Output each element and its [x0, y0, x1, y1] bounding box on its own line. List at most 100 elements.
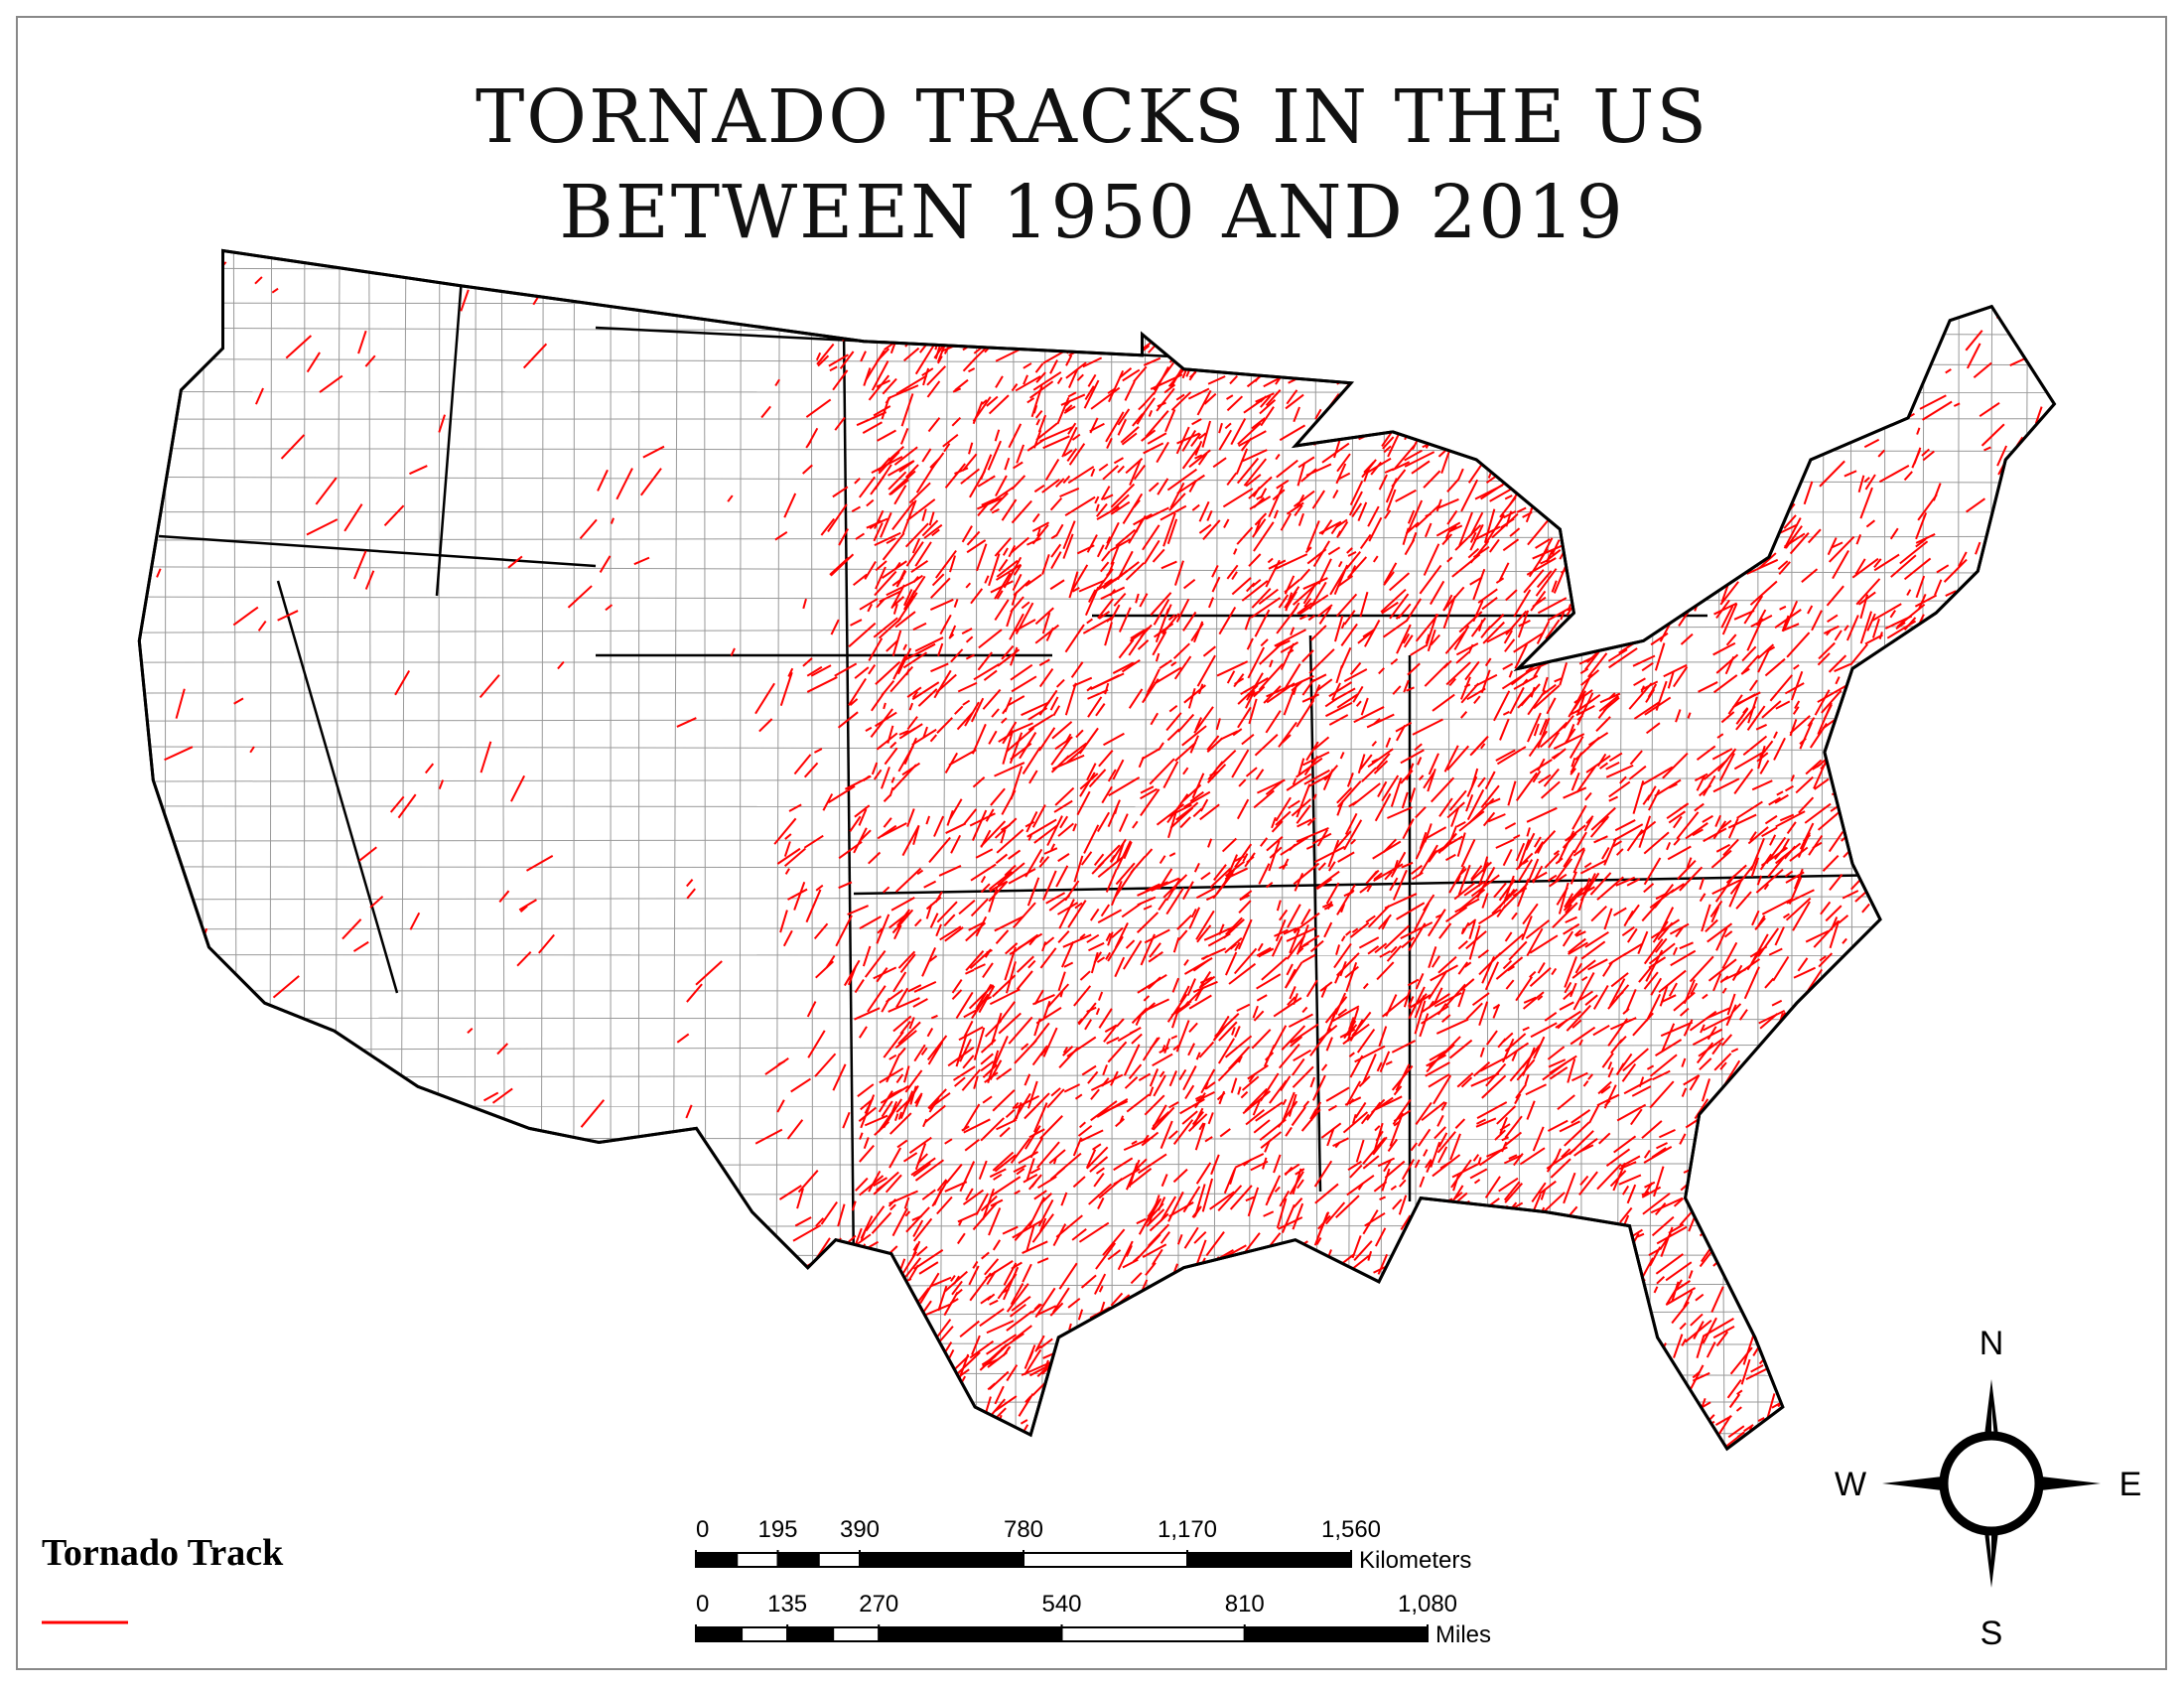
tornado-track — [1996, 1037, 2019, 1056]
tornado-track — [1584, 791, 1592, 801]
tornado-track — [1668, 810, 1687, 824]
tornado-track — [2023, 1028, 2029, 1040]
tornado-track — [905, 1206, 930, 1233]
tornado-track — [881, 679, 895, 697]
tornado-track — [1586, 650, 1599, 663]
tornado-track — [916, 1406, 926, 1424]
tornado-track — [1473, 1060, 1491, 1077]
tornado-track — [850, 1364, 878, 1383]
tornado-track — [1700, 327, 1710, 339]
tornado-track — [1579, 1144, 1594, 1153]
tornado-track — [1413, 1288, 1421, 1300]
tornado-track — [1542, 676, 1549, 692]
tornado-track — [1359, 591, 1369, 618]
tornado-track — [1387, 806, 1413, 819]
tornado-track — [1454, 524, 1482, 551]
tornado-track — [1260, 1283, 1289, 1307]
tornado-track — [1255, 330, 1263, 342]
tornado-track — [1988, 633, 1995, 641]
tornado-track — [936, 717, 953, 734]
tornado-track — [1764, 814, 1778, 825]
tornado-track — [1928, 1290, 1941, 1315]
tornado-track — [1294, 872, 1304, 892]
tornado-track — [1318, 606, 1332, 625]
tornado-track — [1373, 411, 1381, 421]
tornado-track — [1970, 1296, 1997, 1315]
tornado-track — [1494, 1431, 1512, 1442]
tornado-track — [1191, 418, 1202, 426]
tornado-track — [1594, 1384, 1601, 1394]
tornado-track — [1495, 305, 1509, 333]
tornado-track — [409, 912, 421, 930]
tornado-track — [1849, 1184, 1874, 1211]
tornado-track — [1419, 1176, 1426, 1188]
tornado-track — [1706, 922, 1733, 943]
tornado-track — [1823, 1328, 1836, 1338]
tornado-track — [1967, 343, 1981, 369]
tornado-track — [968, 921, 985, 931]
tornado-track — [980, 820, 1007, 848]
tornado-track — [1397, 1454, 1412, 1463]
tornado-track — [1062, 533, 1074, 559]
tornado-track — [855, 1257, 869, 1272]
tornado-track — [1892, 1319, 1910, 1336]
tornado-track — [1773, 1090, 1782, 1100]
tornado-track — [1948, 688, 1962, 708]
tornado-track — [1302, 1253, 1312, 1265]
tornado-track — [1492, 1353, 1500, 1364]
tornado-track — [1728, 1393, 1741, 1409]
tornado-track — [1610, 524, 1620, 537]
tornado-track — [784, 833, 792, 840]
tornado-track — [1275, 1434, 1287, 1450]
tornado-track — [1940, 1143, 1955, 1152]
tornado-track — [1121, 903, 1142, 918]
tornado-track — [579, 518, 598, 540]
tornado-track — [1787, 361, 1805, 375]
tornado-track — [1906, 867, 1913, 879]
tornado-track — [1230, 417, 1247, 446]
tornado-track — [1683, 1290, 1694, 1309]
tornado-track — [1225, 337, 1248, 352]
tornado-track — [1036, 1257, 1049, 1264]
tornado-track — [990, 787, 1006, 806]
tornado-track — [1744, 1134, 1752, 1148]
tornado-track — [1503, 1131, 1523, 1147]
tornado-track — [937, 642, 944, 657]
tornado-track — [1716, 1236, 1735, 1252]
tornado-track — [1719, 1061, 1727, 1070]
tornado-track — [1997, 614, 2012, 632]
tornado-track — [1623, 433, 1637, 443]
tornado-track — [864, 298, 880, 314]
tornado-track — [797, 1170, 819, 1194]
tornado-track — [1673, 1334, 1684, 1358]
tornado-track — [1510, 1401, 1518, 1408]
tornado-track — [1757, 745, 1766, 770]
tornado-track — [1136, 1414, 1142, 1423]
tornado-track — [1238, 1356, 1249, 1366]
tornado-track — [901, 499, 917, 534]
tornado-track — [1944, 1247, 1958, 1257]
tornado-track — [1987, 707, 1999, 716]
tornado-track — [1373, 717, 1381, 726]
tornado-track — [1010, 596, 1024, 613]
tornado-track — [1566, 1004, 1591, 1032]
tornado-track — [1028, 1128, 1045, 1139]
tornado-track — [438, 779, 445, 789]
tornado-track — [1924, 674, 1931, 687]
tornado-track — [1453, 1424, 1481, 1449]
tornado-track — [1537, 995, 1544, 1001]
tornado-track — [2056, 348, 2081, 362]
tornado-track — [1148, 1477, 1152, 1484]
tornado-track — [1013, 1164, 1026, 1174]
tornado-track — [1737, 1143, 1746, 1149]
tornado-track — [2079, 890, 2102, 915]
tornado-track — [1535, 538, 1551, 549]
tornado-track — [754, 1128, 783, 1145]
tornado-track — [1037, 414, 1047, 433]
tornado-track — [1648, 447, 1654, 458]
tornado-track — [1971, 1097, 1984, 1110]
tornado-track — [1240, 1290, 1247, 1299]
tornado-track — [887, 997, 920, 1013]
tornado-track — [1011, 383, 1019, 392]
tornado-track — [1335, 1355, 1351, 1388]
